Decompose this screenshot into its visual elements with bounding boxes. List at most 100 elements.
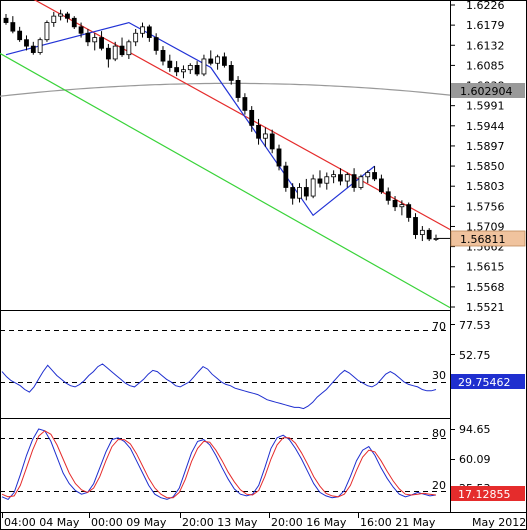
candle-body [413,217,418,236]
stochastic-k-line [1,428,437,501]
price-tick-label: 1.5991 [466,100,505,113]
time-label-year: May 2012 [472,516,526,529]
candle-body [297,187,302,199]
candle-body [92,37,98,43]
candle-body [228,65,234,81]
oscillator-level-70-label: 70 [432,320,446,333]
candle-body [65,13,70,19]
candle-body [262,133,268,139]
candle-body [17,30,23,41]
stochastic-value: 17.12855 [458,488,511,501]
oscillator-tick-label-2: 52.75 [459,349,491,362]
candle-body [242,97,248,111]
candle-body [310,178,316,197]
candle-body [174,67,180,73]
candle-body [133,32,139,43]
candle-body [276,148,282,167]
stochastic-tick-label-2: 60.09 [459,453,491,466]
oscillator-level-30-label: 30 [432,369,446,382]
candle-body [378,178,384,193]
candle-body [10,22,16,32]
stochastic-level-20-label: 20 [432,479,446,492]
time-label-1: 04:00 04 May [4,516,80,529]
candle-body [283,165,289,188]
candle-body [51,15,57,23]
candle-body [215,56,220,64]
time-label-5: 16:00 21 May [360,516,436,529]
candle-body [372,172,377,180]
stochastic-tick-label-1: 94.65 [459,423,491,436]
candle-body [344,174,350,182]
candle-body [222,56,227,66]
candle-body [112,45,118,60]
time-label-2: 00:00 09 May [91,516,167,529]
candle-body [181,69,186,73]
candle-body [256,124,261,139]
price-tick-label: 1.6132 [466,39,505,52]
candle-body [126,41,132,56]
candle-body [44,22,50,41]
stochastic-value-box [451,486,525,501]
price-tick-label: 1.5521 [466,301,505,314]
current-price-box [450,230,526,247]
candle-body [37,39,43,53]
candle-body [351,174,357,188]
candle-body [3,17,9,23]
oscillator-line [1,363,437,410]
candle-body [269,133,275,150]
candle-body [78,26,84,34]
candle-body [99,37,104,49]
candle-body [385,191,391,201]
moving-average-box [451,83,525,98]
price-tick-label: 1.5568 [466,281,505,294]
candle-body [235,79,241,98]
candle-body [290,187,296,199]
price-tick-label: 1.6085 [466,59,505,72]
price-tick-label: 1.6179 [466,19,505,32]
trend-line-lower-channel [0,52,451,309]
price-tick-label: 1.6226 [466,0,505,12]
moving-average-value: 1.602904 [460,85,513,98]
candle-body [392,199,398,208]
candle-body [358,176,364,188]
price-tick-label: 1.5897 [466,140,505,153]
candle-body [71,17,77,28]
time-label-3: 20:00 13 May [182,516,258,529]
candle-body [105,47,111,60]
candle-body [399,204,405,208]
price-tick-label: 1.5944 [466,120,505,133]
candle-body [331,174,337,178]
stochastic-panel: 80 20 94.65 60.09 25.53 17.12855 [0,423,525,501]
oscillator-value: 29.75462 [458,376,511,389]
candle-body [433,238,439,240]
candle-body [324,176,330,184]
candle-body [194,65,200,75]
candle-body [187,65,193,71]
price-panel: 1.62261.61791.61321.60851.60381.59911.59… [0,0,526,314]
candle-body [153,37,159,51]
candle-body [140,26,145,34]
candle-body [317,178,323,184]
time-label-4: 20:00 16 May [271,516,347,529]
candle-body [30,45,36,53]
price-tick-label: 1.5615 [466,261,505,274]
candle-body [365,172,371,178]
stochastic-d-line [1,430,437,499]
stochastic-level-80-label: 80 [432,427,446,440]
candle-body [201,58,207,75]
moving-average-line [0,82,451,97]
candle-body [419,229,425,236]
candle-body [249,109,255,126]
candle-body [58,13,64,17]
candle-body [119,45,125,56]
candle-body [160,50,166,62]
price-tick-label: 1.5850 [466,160,505,173]
candle-body [406,204,412,218]
candle-body [338,174,343,182]
candle-body [426,229,432,240]
time-axis: 04:00 04 May 00:00 09 May 20:00 13 May 2… [2,512,526,529]
candle-body [85,32,91,43]
oscillator-panel: 70 30 77.53 52.75 30.65 29.75462 [0,319,525,410]
